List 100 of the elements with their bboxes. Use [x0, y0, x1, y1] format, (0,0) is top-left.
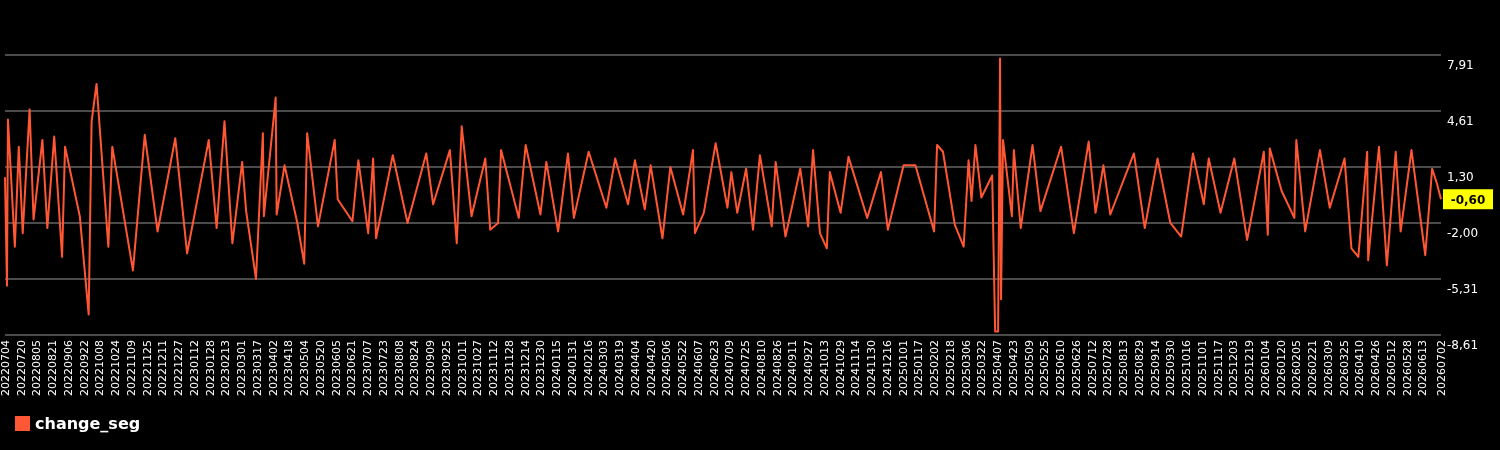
- x-tick-label: 20230520: [313, 340, 327, 396]
- x-tick-label: 20260325: [1337, 340, 1351, 396]
- x-tick-label: 20220720: [14, 340, 28, 396]
- x-tick-label: 20241130: [865, 340, 879, 396]
- x-tick-label: 20221024: [109, 340, 123, 396]
- x-tick-label: 20240115: [550, 340, 564, 396]
- x-tick-label: 20251101: [1195, 340, 1209, 396]
- x-tick-label: 20221227: [172, 340, 186, 396]
- x-tick-label: 20260309: [1321, 340, 1335, 396]
- y-tick-label: -2,00: [1447, 225, 1479, 240]
- x-tick-label: 20260613: [1416, 340, 1430, 396]
- x-tick-label: 20230723: [376, 340, 390, 396]
- x-tick-label: 20230925: [439, 340, 453, 396]
- x-tick-label: 20250914: [1148, 340, 1162, 396]
- x-tick-label: 20260702: [1435, 340, 1448, 396]
- x-tick-label: 20240927: [802, 340, 816, 396]
- x-tick-label: 20221125: [140, 340, 154, 396]
- x-tick-label: 20220805: [30, 340, 44, 396]
- x-tick-label: 20230317: [250, 340, 264, 396]
- x-tick-label: 20260410: [1353, 340, 1367, 396]
- x-tick-label: 20240623: [707, 340, 721, 396]
- x-tick-label: 20250423: [1006, 340, 1020, 396]
- x-tick-label: 20230605: [329, 340, 343, 396]
- x-tick-label: 20221109: [124, 340, 138, 396]
- annotation: -0,60: [1450, 193, 1486, 208]
- y-tick-label: 4,61: [1447, 113, 1474, 128]
- y-tick-label: 7,91: [1447, 58, 1474, 72]
- x-tick-label: 20250610: [1054, 340, 1068, 396]
- x-tick-label: 20230112: [187, 340, 201, 396]
- x-tick-label: 20220821: [46, 340, 60, 396]
- x-tick-label: 20250202: [928, 340, 942, 396]
- x-tick-label: 20250306: [959, 340, 973, 396]
- y-tick-label: 1,30: [1447, 170, 1474, 185]
- x-tick-label: 20240216: [581, 340, 595, 396]
- x-tick-label: 20230402: [266, 340, 280, 396]
- x-tick-label: 20240826: [770, 340, 784, 396]
- x-tick-label: 20251117: [1211, 340, 1225, 396]
- x-tick-label: 20240725: [739, 340, 753, 396]
- x-tick-label: 20251219: [1243, 340, 1257, 396]
- x-tick-label: 20231011: [455, 340, 469, 396]
- x-tick-label: 20231214: [518, 340, 532, 396]
- x-tick-label: 20250813: [1117, 340, 1131, 396]
- x-tick-label: 20230504: [298, 340, 312, 396]
- x-tick-label: 20250626: [1069, 340, 1083, 396]
- x-tick-label: 20230418: [282, 340, 296, 396]
- x-tick-label: 20250322: [975, 340, 989, 396]
- x-tick-label: 20240506: [660, 340, 674, 396]
- x-tick-label: 20240522: [676, 340, 690, 396]
- x-tick-label: 20250509: [1022, 340, 1036, 396]
- x-tick-label: 20251203: [1227, 340, 1241, 396]
- x-tick-label: 20260221: [1306, 340, 1320, 396]
- x-tick-label: 20260104: [1258, 340, 1272, 396]
- x-tick-label: 20250218: [943, 340, 957, 396]
- x-tick-label: 20241216: [880, 340, 894, 396]
- x-tick-label: 20250117: [912, 340, 926, 396]
- x-tick-label: 20240911: [786, 340, 800, 396]
- x-tick-label: 20230621: [345, 340, 359, 396]
- x-tick-label: 20230301: [235, 340, 249, 396]
- x-tick-label: 20231027: [471, 340, 485, 396]
- legend-label: change_seg: [35, 414, 141, 433]
- x-tick-label: 20260426: [1369, 340, 1383, 396]
- x-tick-label: 20240303: [597, 340, 611, 396]
- x-tick-label: 20250525: [1038, 340, 1052, 396]
- x-tick-label: 20231128: [502, 340, 516, 396]
- x-tick-label: 20221008: [93, 340, 107, 396]
- x-tick-label: 20250712: [1085, 340, 1099, 396]
- x-tick-label: 20250728: [1101, 340, 1115, 396]
- x-tick-label: 20251016: [1180, 340, 1194, 396]
- x-tick-label: 20231112: [487, 340, 501, 396]
- x-tick-label: 20250829: [1132, 340, 1146, 396]
- x-tick-label: 20220922: [77, 340, 91, 396]
- x-tick-label: 20220906: [61, 340, 75, 396]
- x-tick-label: 20260120: [1274, 340, 1288, 396]
- x-tick-label: 20231230: [534, 340, 548, 396]
- x-tick-label: 20240404: [628, 340, 642, 396]
- x-tick-label: 20250930: [1164, 340, 1178, 396]
- x-tick-label: 20221211: [156, 340, 170, 396]
- x-tick-label: 20230128: [203, 340, 217, 396]
- x-tick-label: 20230909: [424, 340, 438, 396]
- x-tick-label: 20230213: [219, 340, 233, 396]
- x-tick-label: 20240420: [644, 340, 658, 396]
- x-tick-label: 20250407: [991, 340, 1005, 396]
- y-tick-label: -5,31: [1447, 282, 1479, 297]
- x-tick-label: 20241114: [849, 340, 863, 396]
- x-tick-label: 20230824: [408, 340, 422, 396]
- x-tick-label: 20220704: [0, 340, 12, 396]
- x-tick-label: 20240131: [565, 340, 579, 396]
- x-tick-label: 20260205: [1290, 340, 1304, 396]
- x-tick-label: 20241013: [817, 340, 831, 396]
- x-tick-label: 20240607: [691, 340, 705, 396]
- x-tick-label: 20240709: [723, 340, 737, 396]
- y-tick-label: -8,61: [1447, 338, 1479, 352]
- x-tick-label: 20230808: [392, 340, 406, 396]
- x-tick-label: 20240810: [754, 340, 768, 396]
- x-tick-label: 20260512: [1384, 340, 1398, 396]
- x-tick-label: 20260528: [1400, 340, 1414, 396]
- x-tick-label: 20241029: [833, 340, 847, 396]
- x-tick-label: 20240319: [613, 340, 627, 396]
- x-tick-label: 20230707: [361, 340, 375, 396]
- x-tick-label: 20250101: [896, 340, 910, 396]
